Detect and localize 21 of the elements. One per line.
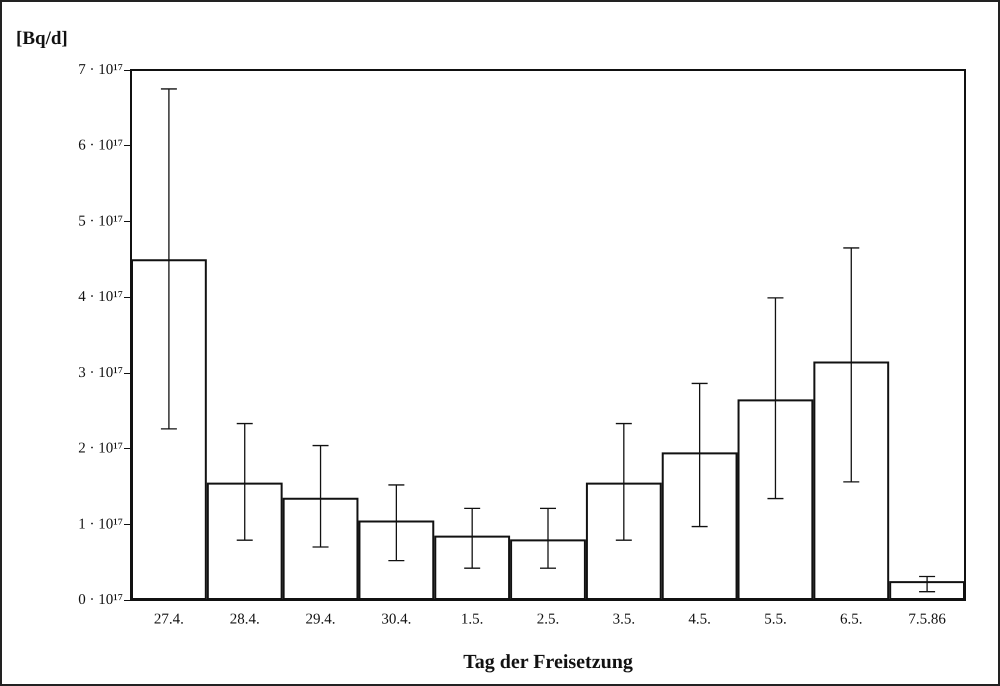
x-axis-title: Tag der Freisetzung	[463, 651, 633, 673]
x-tick-label: 1.5.	[460, 612, 484, 628]
x-tick-label: 30.4.	[381, 612, 412, 628]
y-tick-label: 3 · 10¹⁷	[78, 364, 123, 381]
x-tick-label: 2.5.	[536, 612, 560, 628]
y-tick-label: 5 · 10¹⁷	[78, 213, 123, 230]
x-tick-label: 7.5.86	[908, 612, 946, 628]
y-tick-label: 6 · 10¹⁷	[78, 138, 123, 154]
y-tick-label: 7 · 10¹⁷	[78, 62, 123, 78]
y-tick-label: 4 · 10¹⁷	[78, 289, 123, 306]
x-tick-label: 29.4.	[306, 612, 336, 628]
y-tick-label: 0 · 10¹⁷	[78, 592, 123, 608]
x-tick-label: 4.5.	[688, 612, 711, 628]
y-tick-label: 2 · 10¹⁷	[78, 440, 123, 457]
y-tick-label: 1 · 10¹⁷	[78, 516, 123, 532]
x-tick-label: 28.4.	[230, 612, 260, 628]
x-tick-label: 5.5.	[764, 612, 787, 628]
y-axis-title: [Bq/d]	[16, 28, 68, 49]
x-tick-label: 3.5.	[612, 612, 636, 628]
x-tick-label: 6.5.	[840, 612, 863, 628]
x-tick-label: 27.4.	[154, 612, 184, 628]
